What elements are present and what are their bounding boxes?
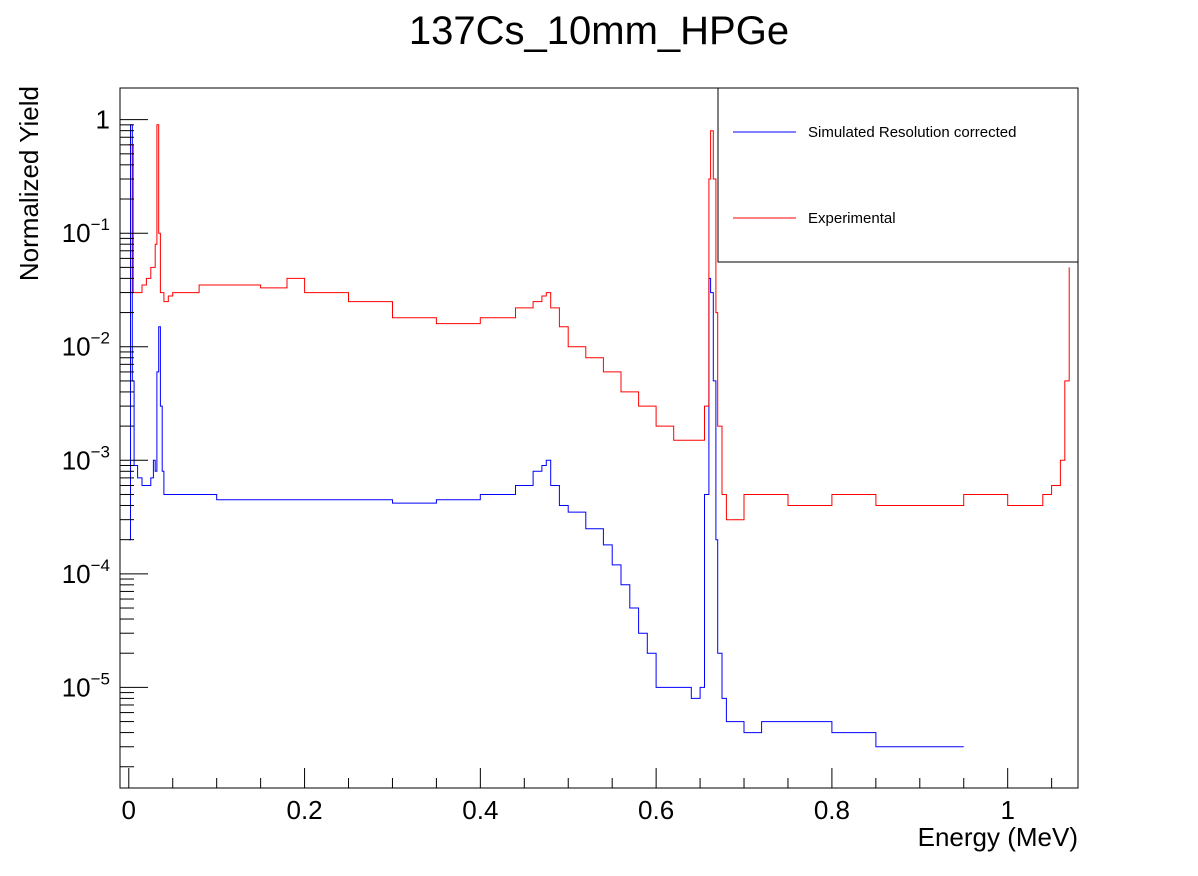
x-tick-label-2: 0.4 <box>462 795 498 825</box>
y-tick-label-1: 10−1 <box>62 215 110 248</box>
y-tick-label-3: 10−3 <box>62 442 110 475</box>
x-tick-label-4: 0.8 <box>814 795 850 825</box>
legend: Simulated Resolution corrected Experimen… <box>717 87 1079 263</box>
series-line-0 <box>128 124 964 748</box>
y-tick-label-2: 10−2 <box>62 329 110 362</box>
x-ticks: 0 0.2 0.4 0.6 0.8 1 <box>122 768 1015 825</box>
y-tick-label-0: 1 <box>96 105 110 135</box>
x-minor-ticks <box>172 778 1053 788</box>
legend-box <box>717 87 1079 263</box>
y-minor-ticks <box>120 124 134 768</box>
series-layer <box>128 124 1070 748</box>
series-line-1 <box>128 124 1070 521</box>
y-ticks: 1 10−1 10−2 10−3 10−4 10−5 <box>62 105 148 702</box>
y-axis-title: Normalized Yield <box>14 86 44 281</box>
x-axis-title: Energy (MeV) <box>918 822 1078 852</box>
legend-label-experimental: Experimental <box>808 210 896 227</box>
x-tick-label-1: 0.2 <box>286 795 322 825</box>
x-tick-label-5: 1 <box>1000 795 1014 825</box>
legend-label-simulated: Simulated Resolution corrected <box>808 124 1016 141</box>
y-tick-label-5: 10−5 <box>62 669 110 702</box>
x-tick-label-0: 0 <box>122 795 136 825</box>
x-tick-label-3: 0.6 <box>638 795 674 825</box>
y-tick-label-4: 10−4 <box>62 556 110 589</box>
chart-title: 137Cs_10mm_HPGe <box>409 9 789 53</box>
